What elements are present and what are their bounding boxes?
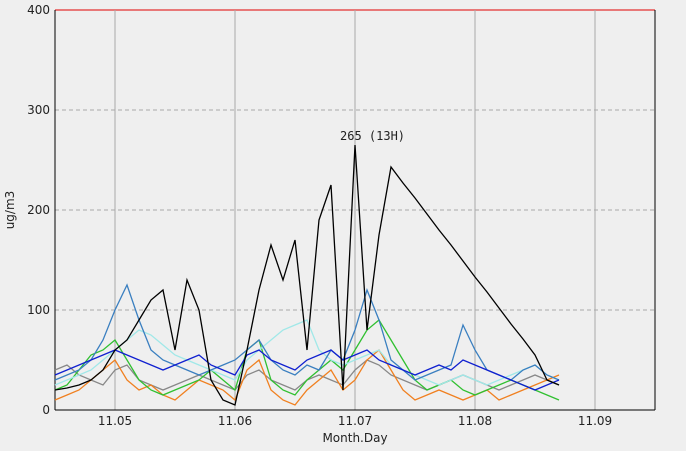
x-tick-label: 11.07 bbox=[338, 414, 372, 428]
series-line bbox=[54, 319, 560, 401]
y-tick-label: 400 bbox=[27, 3, 50, 17]
annotation: 265 (13H) bbox=[340, 129, 405, 143]
series-line bbox=[54, 144, 560, 406]
y-tick-label: 300 bbox=[27, 103, 50, 117]
y-axis-label: ug/m3 bbox=[3, 191, 17, 230]
series-line bbox=[54, 319, 560, 386]
x-tick-label: 11.05 bbox=[98, 414, 132, 428]
y-tick-label: 200 bbox=[27, 203, 50, 217]
y-tick-label: 0 bbox=[42, 403, 50, 417]
x-tick-label: 11.08 bbox=[458, 414, 492, 428]
x-tick-label: 11.09 bbox=[578, 414, 612, 428]
y-tick-label: 100 bbox=[27, 303, 50, 317]
x-tick-label: 11.06 bbox=[218, 414, 252, 428]
series-line bbox=[54, 349, 560, 391]
x-axis-label: Month.Day bbox=[322, 431, 387, 445]
